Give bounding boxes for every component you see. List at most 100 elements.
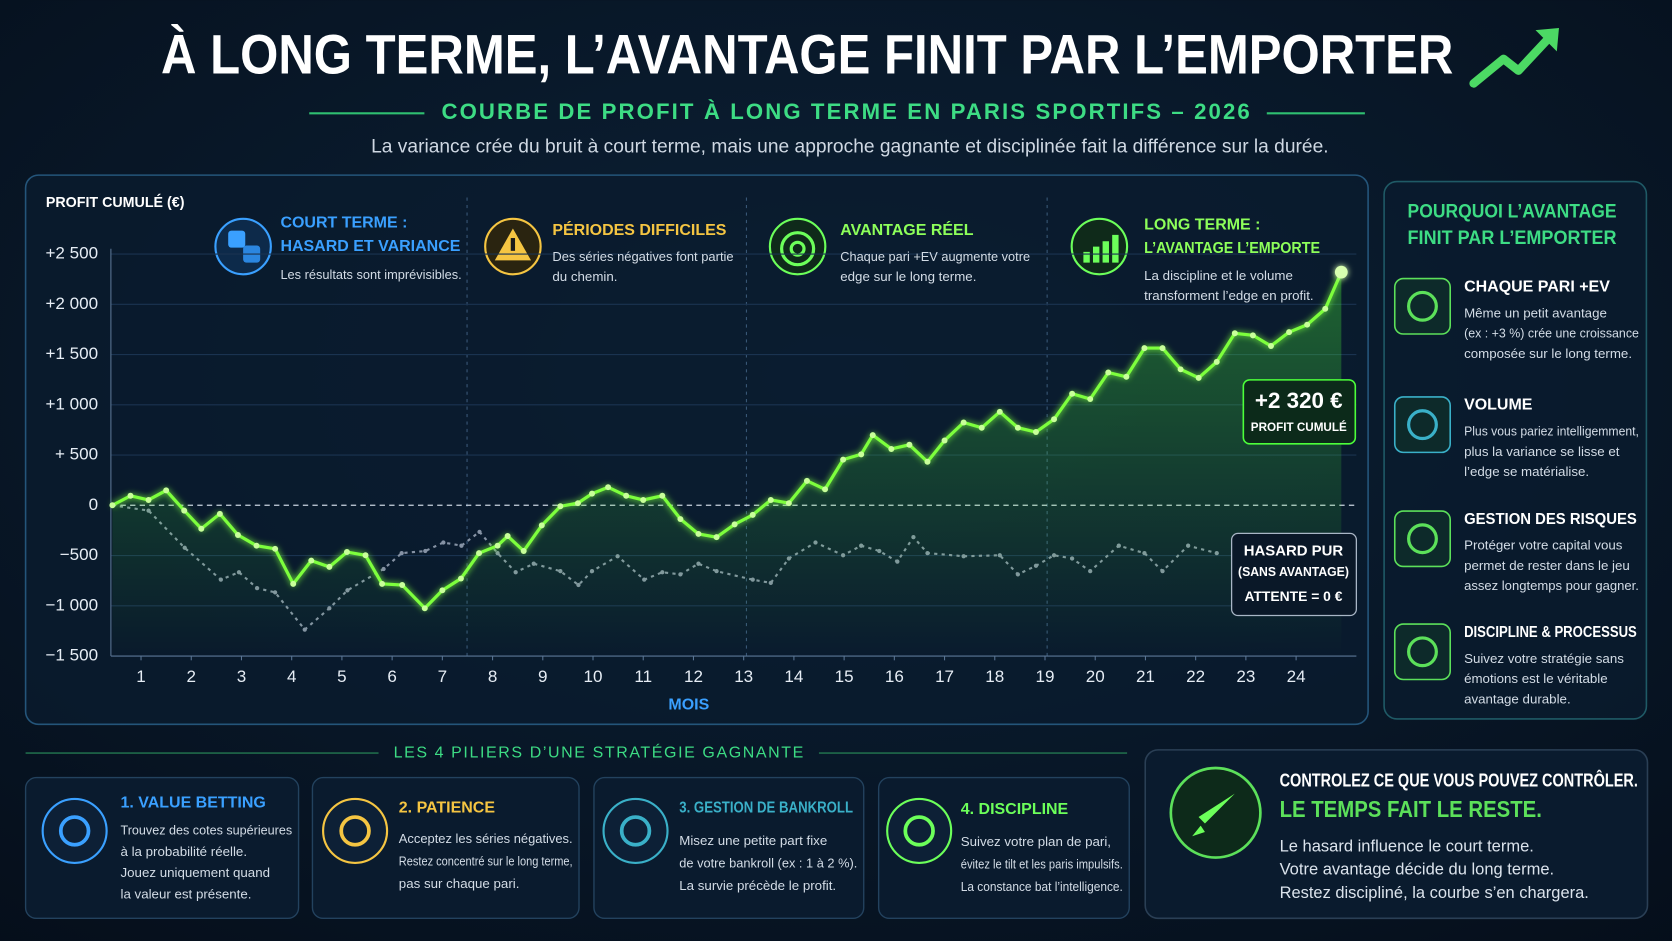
icon-target [789,240,806,257]
x-tick-label: 23 [1236,667,1255,686]
pillar-text: la valeur est présente. [120,886,251,901]
profit-point [163,487,170,494]
title-arrow [1469,34,1553,88]
icon-dice [228,230,246,248]
random-point [381,566,386,572]
closing-title: CONTROLEZ CE QUE VOUS POUVEZ CONTRÔLER. [1280,770,1638,791]
sidebar-item-title: VOLUME [1464,397,1533,414]
rocket [1192,793,1235,837]
phase-text: edge sur le long terme. [840,269,976,284]
sidebar-icon-mark [1407,523,1438,555]
profit-point [145,496,152,503]
profit-point [181,507,188,514]
sidebar-item-title: GESTION DES RISQUES [1464,511,1637,528]
profit-point [439,587,446,594]
x-tick-label: 5 [337,667,346,686]
sidebar-icon-mark [1407,409,1438,441]
sidebar-item-text: Suivez votre stratégie sans [1464,651,1624,666]
profit-point [822,486,829,493]
title-arrow-head [1535,27,1559,52]
sidebar-item-text: plus la variance se lisse et [1464,444,1620,459]
profit-point [1268,343,1274,349]
x-tick-label: 1 [136,667,145,686]
profit-point [538,522,545,529]
phase-title: LONG TERME : [1144,216,1260,233]
phase-title: PÉRIODES DIFFICILES [552,220,726,239]
x-tick-label: 16 [885,667,904,686]
x-tick-label: 20 [1086,667,1105,686]
sidebar-icon [1393,623,1452,681]
pillar-text: Suivez votre plan de pari, [961,834,1111,849]
pillar-text: Misez une petite part fixe [679,833,827,848]
closing-panel [1144,749,1649,920]
phase-text: La discipline et le volume [1144,268,1293,283]
y-tick-label: +1 000 [45,394,98,413]
profit-point [1195,374,1202,381]
profit-point [1213,358,1220,365]
profit-point [767,496,774,503]
profit-point [520,548,527,555]
profit-point [1286,329,1293,336]
random-expectation: ATTENTE = 0 € [1244,588,1342,604]
y-tick-label: 0 [89,495,98,514]
pillar-icon [886,797,953,864]
sidebar-item-text: Protéger votre capital vous [1464,538,1623,553]
x-tick-label: 9 [538,667,547,686]
sidebar-title: FINIT PAR L’EMPORTER [1408,228,1617,249]
profit-line [111,271,1343,611]
profit-point [996,408,1003,415]
random-point [423,548,428,554]
pillar-text: La survie précède le profit. [679,878,836,893]
profit-point [1105,369,1112,376]
pillar-text: évitez le tilt et les paris impulsifs. [961,857,1123,872]
icon-growth [1083,234,1119,263]
profit-point [127,492,134,499]
profit-point [589,490,595,497]
closing-text: Restez discipliné, la courbe s’en charge… [1280,883,1589,902]
profit-point [869,432,876,439]
profit-point [1322,305,1329,312]
pillar-text: Jouez uniquement quand [120,865,270,880]
profit-point [840,456,847,463]
phase-text: Les résultats sont imprévisibles. [280,267,461,282]
random-point [399,550,404,556]
profit-point [272,545,279,552]
closing-text: Le hasard influence le court terme. [1280,836,1534,855]
profit-point [504,533,511,540]
x-tick-label: 13 [734,667,753,686]
x-tick-label: 7 [438,667,447,686]
profit-point [362,552,369,559]
sidebar-item-text: Plus vous pariez intelligemment, [1464,424,1639,439]
profit-value: +2 320 € [1255,388,1343,413]
y-tick-label: +2 500 [45,244,98,263]
random-point [441,540,446,545]
profit-point [960,419,967,426]
profit-point [1014,424,1021,431]
profit-point [234,532,241,539]
random-point [459,543,464,548]
icon-target [768,217,827,276]
profit-point [399,582,406,588]
profit-point [1051,416,1058,423]
icon-target [780,231,816,267]
profit-point [623,492,630,499]
sidebar-item-text: composée sur le long terme. [1464,346,1632,361]
profit-point [803,477,810,484]
sidebar-icon [1393,510,1452,568]
icon-warning [510,238,516,251]
x-tick-label: 22 [1186,667,1205,686]
pillar-icon-mark [58,815,91,847]
sidebar-item-text: Même un petit avantage [1464,305,1607,320]
sidebar-item-title: CHAQUE PARI +EV [1464,278,1610,295]
closing-highlight: LE TEMPS FAIT LE RESTE. [1280,796,1542,822]
profit-point [941,437,948,444]
x-tick-label: 4 [287,667,296,686]
profit-point [1159,345,1166,352]
sidebar-item-text: avantage durable. [1464,691,1571,706]
phase-text: Chaque pari +EV augmente votre [840,249,1030,264]
pillar-icon-mark [339,815,371,847]
profit-point [924,458,931,465]
pillar-title: 4. DISCIPLINE [961,801,1069,818]
sidebar-icon [1393,396,1452,454]
